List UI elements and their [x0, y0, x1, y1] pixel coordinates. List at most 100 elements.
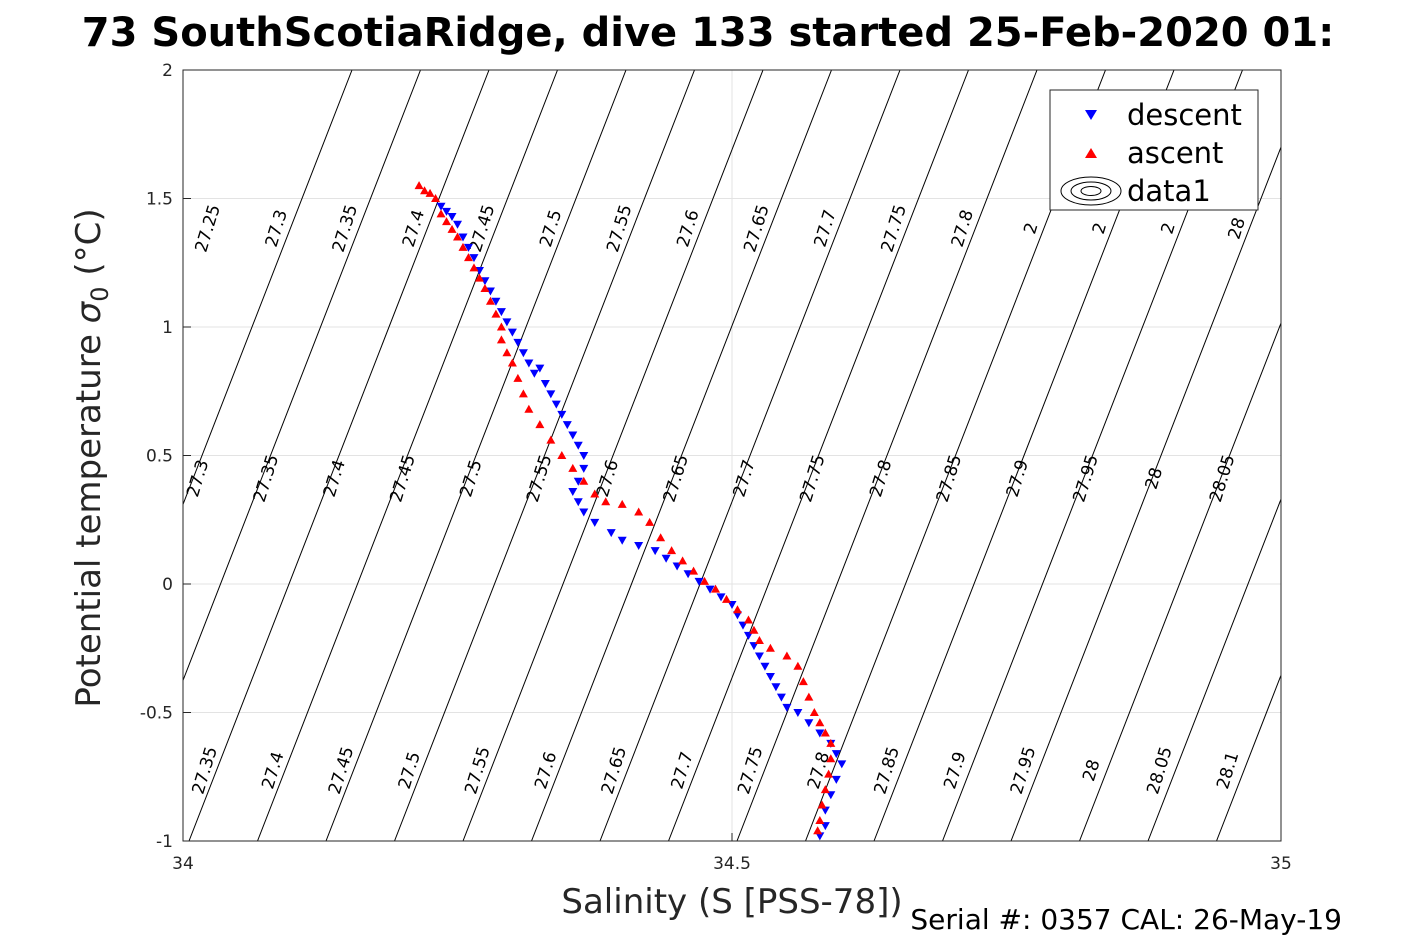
ascent-point	[590, 489, 600, 498]
isopycnal-line	[188, 70, 490, 841]
ascent-point	[765, 643, 775, 652]
isopycnal-line	[394, 70, 695, 841]
ascent-point	[513, 373, 523, 382]
descent-point	[518, 349, 528, 358]
ascent-point	[447, 224, 457, 233]
isopycnal-line	[668, 70, 969, 841]
descent-point	[546, 390, 556, 399]
descent-point	[634, 541, 644, 550]
ascent-point	[820, 785, 830, 794]
descent-point	[672, 562, 682, 571]
ascent-point	[601, 497, 611, 506]
y-axis: -1 -0.5 0 0.5 1 1.5 2	[140, 61, 191, 852]
x-tick-label: 34	[172, 854, 194, 874]
ascent-point	[815, 815, 825, 824]
descent-point	[436, 202, 446, 211]
ascent-point	[617, 499, 627, 508]
ascent-point	[485, 296, 495, 305]
descent-point	[579, 464, 589, 473]
ascent-point	[813, 826, 823, 835]
ascent-point	[431, 194, 441, 202]
y-tick-label: 2	[162, 61, 173, 81]
isopycnal-line	[183, 70, 353, 506]
ascent-point	[546, 435, 556, 444]
descent-point	[705, 585, 715, 594]
ascent-point	[667, 546, 677, 555]
ascent-point	[656, 533, 666, 542]
isopycnal-line	[1147, 497, 1281, 841]
isopycnal-line	[1079, 321, 1281, 841]
descent-point	[826, 791, 836, 800]
descent-point	[485, 287, 495, 296]
x-tick-label: 34.5	[713, 854, 751, 874]
ascent-point	[496, 322, 506, 331]
isopycnal-line	[1010, 145, 1281, 841]
ascent-point	[678, 556, 688, 565]
isopycnal-line	[1354, 70, 1417, 841]
ascent-point	[414, 181, 424, 190]
legend: descent ascent data1	[1049, 89, 1259, 211]
ascent-point	[420, 186, 430, 195]
descent-point	[590, 518, 600, 527]
descent-point	[820, 806, 830, 815]
x-axis: 34 34.5 35	[172, 833, 1292, 874]
descent-point	[776, 693, 786, 702]
descent-point	[694, 577, 704, 586]
ascent-point	[798, 677, 808, 686]
legend-contour-icon	[1060, 176, 1122, 206]
ascent-point	[743, 615, 753, 624]
descent-point	[716, 593, 726, 602]
descent-point	[568, 431, 578, 440]
descent-point	[793, 709, 803, 717]
legend-descent-label: descent	[1127, 98, 1242, 132]
descent-point	[540, 380, 550, 389]
descent-point	[831, 750, 841, 759]
y-tick-label: 0	[162, 575, 173, 595]
isopycnal-line	[1216, 673, 1281, 841]
descent-point	[562, 421, 572, 430]
descent-point	[727, 601, 737, 610]
ascent-point	[480, 283, 490, 292]
descent-point	[568, 487, 578, 496]
legend-descent-marker	[1085, 110, 1097, 120]
descent-point	[606, 529, 616, 538]
ascent-point	[425, 188, 435, 197]
descent-point	[831, 775, 841, 784]
descent-point	[469, 254, 479, 263]
descent-point	[650, 547, 660, 556]
descent-point	[480, 277, 490, 286]
descent-point	[458, 233, 468, 242]
ascent-point	[749, 625, 759, 634]
y-tick-label: 1	[162, 318, 173, 338]
descent-point	[496, 308, 506, 317]
ascent-point	[524, 404, 534, 413]
legend-ascent-marker	[1085, 148, 1097, 158]
descent-point	[661, 554, 671, 563]
descent-point	[760, 662, 770, 671]
y-axis-label: Potential temperature σ0 (°C)	[69, 208, 114, 707]
x-tick-label: 35	[1270, 854, 1292, 874]
ascent-point	[442, 217, 452, 226]
ascent-point	[502, 348, 512, 357]
ascent-point	[793, 661, 803, 670]
ascent-point	[645, 517, 655, 526]
descent-point	[743, 631, 753, 640]
descent-point	[754, 652, 764, 661]
descent-point	[820, 822, 830, 831]
ascent-point	[453, 232, 462, 241]
ascent-point	[557, 451, 567, 459]
y-axis-label-main: Potential temperature	[69, 323, 109, 707]
descent-point	[474, 266, 484, 275]
descent-point	[442, 207, 452, 216]
ascent-point	[535, 420, 545, 429]
serial-calibration-footer: Serial #: 0357 CAL: 26-May-19	[910, 903, 1342, 936]
ascent-point	[568, 463, 578, 472]
ascent-point	[463, 253, 473, 262]
legend-box	[1049, 89, 1259, 211]
ascent-series	[414, 181, 836, 835]
ascent-point	[711, 584, 721, 593]
ascent-point	[491, 309, 501, 318]
ascent-point	[754, 636, 764, 645]
descent-point	[738, 621, 748, 630]
